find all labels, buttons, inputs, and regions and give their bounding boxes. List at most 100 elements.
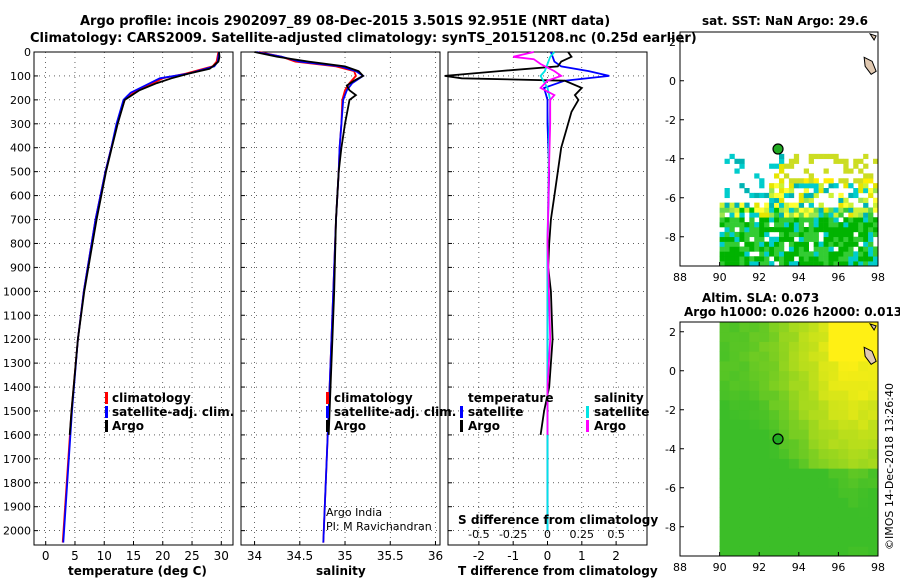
sla-cell — [719, 546, 730, 557]
sst-cell — [788, 183, 795, 189]
sst-cell — [719, 231, 725, 238]
argo-position-marker — [772, 433, 784, 445]
sst-cell — [808, 183, 814, 189]
sla-cell — [858, 380, 869, 391]
sst-cell — [798, 212, 805, 218]
sst-cell — [848, 222, 854, 228]
sla-cell — [719, 322, 730, 333]
sst-cell — [764, 212, 770, 218]
sst-cell — [798, 256, 805, 262]
sst-cell — [873, 202, 879, 208]
sla-cell — [808, 507, 819, 518]
sst-cell — [764, 261, 770, 267]
sla-cell — [749, 390, 760, 401]
sla-cell — [848, 526, 859, 537]
sla-cell — [739, 409, 750, 420]
sst-cell — [813, 246, 819, 252]
sla-cell — [818, 478, 829, 489]
sst-cell — [828, 192, 834, 199]
sst-cell — [843, 183, 849, 189]
sst-cell — [734, 231, 740, 238]
sla-cell — [808, 536, 819, 547]
sla-cell — [808, 400, 819, 411]
sst-cell — [858, 158, 864, 164]
sla-cell — [739, 497, 750, 508]
sla-cell — [719, 478, 730, 489]
sla-cell — [719, 351, 730, 362]
sst-cell — [724, 261, 730, 267]
sla-cell — [818, 390, 829, 401]
sla-cell — [729, 507, 740, 518]
sla-cell — [788, 497, 800, 508]
sst-cell — [848, 256, 854, 262]
sst-cell — [774, 163, 780, 169]
series-line-satellite-adj-clim- — [256, 51, 365, 543]
y-tick-label: -4 — [665, 153, 676, 166]
sla-cell — [749, 439, 760, 450]
sla-cell — [749, 361, 760, 372]
sst-cell — [788, 178, 795, 184]
sla-cell — [858, 409, 869, 420]
sla-cell — [729, 546, 740, 557]
x2-tick-label: -0.5 — [468, 528, 489, 541]
sst-cell — [793, 231, 800, 238]
sst-cell — [818, 202, 824, 208]
sst-cell — [798, 251, 805, 257]
x-tick-label: 25 — [184, 549, 199, 563]
legend-label-t-argo: Argo — [468, 419, 500, 433]
y-tick-label: 1000 — [3, 285, 31, 298]
sla-cell — [828, 400, 839, 411]
sla-cell — [858, 507, 869, 518]
sst-cell — [734, 212, 740, 218]
sst-cell — [729, 256, 735, 262]
sla-cell — [838, 341, 849, 352]
sst-cell — [818, 217, 824, 223]
sst-cell — [868, 207, 874, 213]
sst-cell — [823, 256, 829, 262]
sst-cell — [729, 241, 735, 247]
sst-cell — [734, 168, 740, 174]
sst-cell — [828, 261, 834, 267]
sla-cell — [828, 439, 839, 450]
sla-cell — [739, 400, 750, 411]
sla-cell — [779, 439, 790, 450]
sla-cell — [828, 419, 839, 430]
sst-cell — [813, 236, 819, 242]
sst-cell — [828, 178, 834, 184]
sst-cell — [858, 246, 864, 252]
sla-cell — [759, 448, 770, 459]
sst-cell — [808, 207, 814, 213]
sla-cell — [828, 351, 839, 362]
sst-cell — [798, 241, 805, 247]
sst-cell — [863, 241, 869, 247]
sla-cell — [769, 341, 780, 352]
sst-cell — [783, 163, 790, 169]
legend-label-climatology: climatology — [334, 391, 413, 405]
sla-cell — [769, 370, 780, 381]
sst-cell — [843, 227, 849, 233]
sla-cell — [749, 331, 760, 342]
sst-cell — [754, 241, 760, 247]
sst-cell — [759, 251, 765, 257]
sla-cell — [828, 546, 839, 557]
sst-cell — [739, 256, 745, 262]
sst-cell — [764, 241, 770, 247]
x2-tick-label: 0 — [544, 528, 551, 541]
sst-cell — [749, 231, 755, 238]
sst-cell — [729, 222, 735, 228]
sla-cell — [828, 478, 839, 489]
sst-cell — [788, 227, 795, 233]
sst-cell — [749, 207, 755, 213]
sla-cell — [868, 361, 879, 372]
sst-cell — [868, 256, 874, 262]
sst-cell — [749, 212, 755, 218]
x-tick-label: 88 — [673, 561, 687, 574]
sla-cell — [868, 468, 879, 479]
sst-cell — [779, 163, 785, 169]
sla-cell — [798, 351, 810, 362]
sst-cell — [803, 236, 809, 242]
sla-cell — [729, 419, 740, 430]
sla-cell — [818, 400, 829, 411]
sla-cell — [798, 361, 810, 372]
